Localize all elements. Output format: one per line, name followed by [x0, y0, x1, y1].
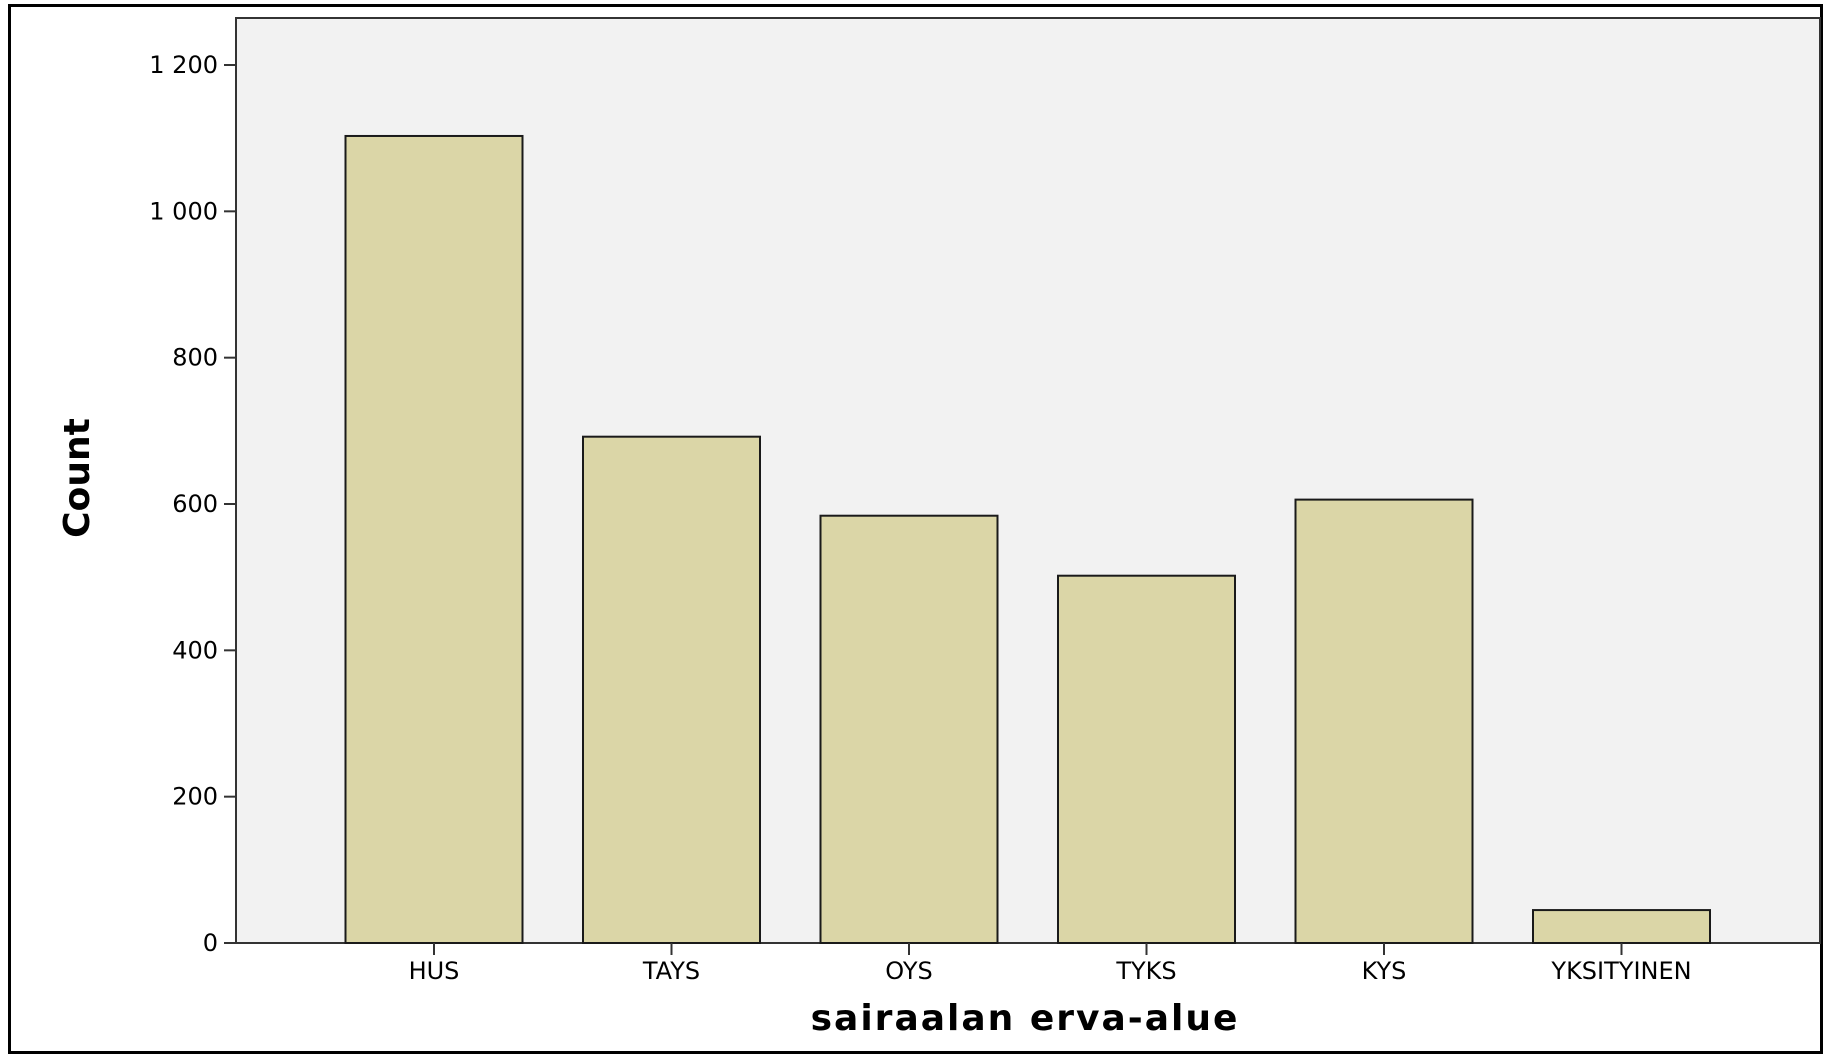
x-axis: HUS TAYS OYS TYKS KYS YKSITYINEN: [409, 943, 1692, 985]
x-tick-label: OYS: [885, 957, 932, 985]
y-tick-label: 0: [203, 929, 218, 957]
y-tick-label: 1 200: [149, 51, 218, 79]
bar-tays: [582, 435, 761, 944]
bar-tyks: [1057, 574, 1236, 944]
x-tick-label: YKSITYINEN: [1550, 957, 1691, 985]
y-axis: 0 200 400 600 800 1 000 1 200: [149, 51, 236, 957]
x-tick-label: HUS: [409, 957, 460, 985]
x-tick-label: TAYS: [642, 957, 700, 985]
bar-kys: [1294, 498, 1474, 944]
bar-hus: [344, 134, 524, 944]
x-tick-label: KYS: [1362, 957, 1407, 985]
y-tick-label: 200: [172, 783, 218, 811]
y-tick-label: 400: [172, 636, 218, 664]
bars: [344, 134, 1711, 945]
x-tick-label: TYKS: [1115, 957, 1176, 985]
y-tick-label: 800: [172, 344, 218, 372]
bar-oys: [819, 514, 999, 944]
x-axis-title: sairaalan erva-alue: [811, 998, 1240, 1039]
bar-yksityinen: [1532, 909, 1711, 945]
y-axis-title: Count: [57, 418, 98, 538]
y-tick-label: 1 000: [149, 197, 218, 225]
y-tick-label: 600: [172, 490, 218, 518]
